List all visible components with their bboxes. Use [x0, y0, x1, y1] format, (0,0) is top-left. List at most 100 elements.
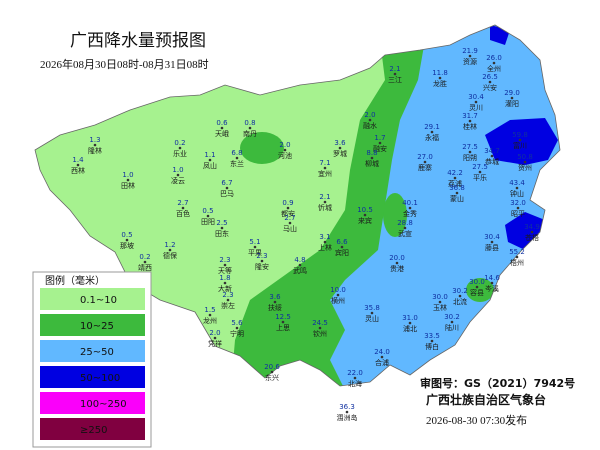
station-dot [223, 263, 227, 267]
station-name: 贵港 [390, 264, 404, 273]
station-dot [458, 294, 462, 298]
station-name: 龙州 [203, 316, 217, 325]
station-value: 1.1 [204, 151, 215, 159]
station-value: 0.8 [244, 119, 255, 127]
station-dot [213, 336, 217, 340]
station-dot [403, 226, 407, 230]
station-value: 21.9 [462, 47, 478, 55]
station-dot [510, 96, 514, 100]
station-value: 6.8 [231, 149, 242, 157]
station-dot [225, 186, 229, 190]
station-name: 藤县 [485, 243, 499, 252]
station-value: 1.3 [89, 136, 100, 144]
station-value: 22.0 [347, 369, 363, 377]
station-value: 30.4 [468, 93, 484, 101]
station-value: 2.3 [219, 256, 230, 264]
area-green [240, 132, 284, 164]
station-name: 来宾 [358, 216, 372, 225]
legend-label: ≥250 [80, 425, 107, 436]
station-dot [370, 311, 374, 315]
station-dot [143, 260, 147, 264]
legend: 图例（毫米） 0.1~10 10~25 25~50 50~100 100~250 ≥250 [32, 271, 152, 448]
station-value: 6.7 [221, 179, 232, 187]
area-green [466, 278, 494, 302]
legend-swatch [40, 418, 145, 440]
station-name: 蒙山 [450, 194, 464, 203]
station-value: 36.3 [339, 403, 355, 411]
station-dot [338, 146, 342, 150]
station-name: 上思 [276, 323, 290, 332]
station-dot [220, 126, 224, 130]
station-name: 贺州 [518, 163, 532, 172]
station-value: 36.8 [449, 184, 465, 192]
station-dot [176, 173, 180, 177]
station-dot [248, 126, 252, 130]
station-name: 陆川 [445, 323, 459, 332]
station-name: 巴马 [220, 190, 234, 198]
station-name: 天峨 [215, 129, 229, 138]
station-dot [453, 176, 457, 180]
station-name: 浦北 [403, 324, 417, 333]
station-value: 2.3 [222, 291, 233, 299]
station-dot [490, 154, 494, 158]
station-value: 27.5 [472, 163, 488, 171]
station-dot [323, 166, 327, 170]
station-value: 26.0 [486, 54, 502, 62]
station-name: 天等 [218, 266, 232, 275]
station-dot [76, 163, 80, 167]
station-name: 平果 [248, 249, 262, 257]
station-value: 3.6 [269, 293, 281, 301]
station-name: 罗城 [333, 150, 347, 158]
station-dot [340, 245, 344, 249]
station-name: 全州 [487, 64, 501, 73]
station-name: 鹿寨 [418, 163, 432, 172]
station-dot [408, 206, 412, 210]
station-name: 富川 [513, 141, 527, 150]
station-value: 10.0 [330, 286, 346, 294]
station-dot [323, 240, 327, 244]
station-value: 2.7 [177, 199, 188, 207]
station-value: 5.1 [249, 238, 260, 246]
station-value: 1.5 [204, 306, 215, 314]
station-name: 灌阳 [505, 99, 519, 108]
legend-label: 100~250 [80, 399, 127, 410]
station-dot [490, 240, 494, 244]
station-name: 涠洲岛 [337, 413, 358, 422]
station-dot [298, 263, 302, 267]
station-value: 11.8 [432, 69, 448, 77]
title: 广西降水量预报图 [70, 31, 206, 51]
station-name: 凌云 [171, 176, 185, 185]
station-name: 乐业 [173, 149, 187, 158]
area-dark-blue [485, 118, 558, 165]
station-dot [336, 293, 340, 297]
station-value: 40.1 [402, 199, 418, 207]
station-name: 大新 [218, 284, 232, 293]
station-value: 27.5 [462, 143, 478, 151]
station-dot [270, 370, 274, 374]
station-name: 扶绥 [268, 303, 282, 312]
area-green [383, 193, 407, 237]
station-dot [126, 178, 130, 182]
station-dot [474, 100, 478, 104]
station-value: 28.8 [397, 219, 413, 227]
station-value: 3.6 [334, 139, 346, 147]
station-dot [423, 160, 427, 164]
station-dot [178, 146, 182, 150]
station-value: 31.7 [462, 112, 478, 120]
station-name: 宾阳 [335, 248, 349, 257]
station-dot [438, 76, 442, 80]
station-dot [345, 410, 349, 414]
station-name: 田阳 [201, 217, 215, 226]
station-name: 崇左 [221, 301, 235, 310]
station-dot [368, 118, 372, 122]
station-value: 12.5 [275, 313, 291, 321]
station-dot [223, 281, 227, 285]
station-value: 20.6 [264, 363, 280, 371]
station-value: 31.0 [402, 314, 418, 322]
station-dot [455, 191, 459, 195]
station-dot [518, 138, 522, 142]
station-dot [208, 313, 212, 317]
station-name: 百色 [176, 209, 190, 218]
station-value: 1.2 [164, 241, 175, 249]
station-name: 西林 [71, 166, 85, 175]
